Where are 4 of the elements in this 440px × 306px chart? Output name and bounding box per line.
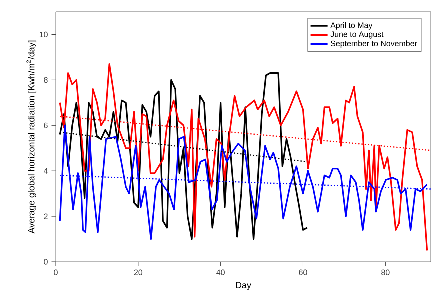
- line-series: [59, 63, 428, 252]
- x-axis-title: Day: [236, 282, 252, 290]
- line-series: [59, 124, 428, 240]
- y-axis-title: Average global horizontal radiation [Kwh/m$^{2}$/day]: [26, 40, 37, 234]
